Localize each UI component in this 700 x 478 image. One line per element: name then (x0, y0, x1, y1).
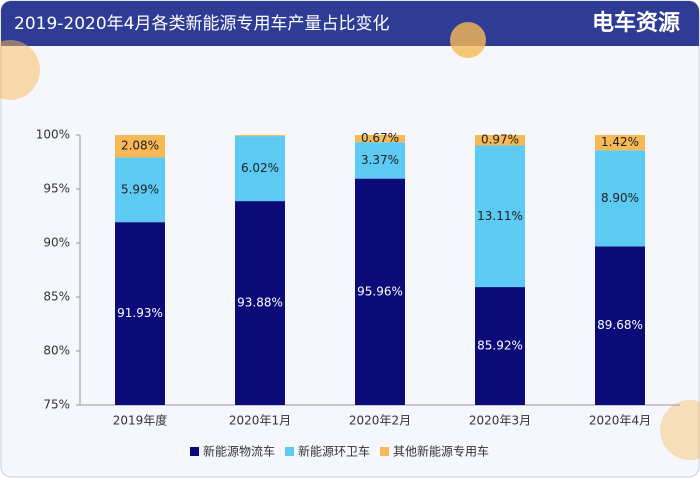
bar-segment (595, 150, 645, 247)
legend-swatch (285, 447, 295, 456)
data-label: 85.92% (477, 339, 523, 353)
legend-label: 其他新能源专用车 (393, 444, 489, 459)
chart-title: 2019-2020年4月各类新能源专用车产量占比变化 (14, 14, 389, 34)
data-label: 0.67% (361, 131, 399, 145)
data-label: 3.37% (361, 153, 399, 167)
legend-label: 新能源物流车 (203, 444, 275, 459)
data-label: 2.08% (121, 139, 159, 153)
bar-segment (115, 135, 165, 158)
data-label: 8.90% (601, 191, 639, 205)
y-tick-label: 90% (43, 236, 70, 250)
bar-segment (235, 136, 285, 202)
bar-segment (115, 222, 165, 405)
legend-label: 新能源环卫车 (298, 444, 370, 459)
data-label: 6.02% (241, 161, 279, 175)
x-tick-label: 2020年2月 (349, 414, 411, 428)
bar-segment (235, 135, 285, 137)
header-band (1, 1, 699, 46)
x-tick-label: 2020年4月 (589, 414, 651, 428)
decor (0, 40, 40, 100)
data-label: 93.88% (237, 296, 283, 310)
bar-segment (595, 135, 645, 151)
bar-segment (475, 287, 525, 405)
y-tick-label: 95% (43, 182, 70, 196)
data-label: 89.68% (597, 318, 643, 332)
bar-segment (475, 135, 525, 146)
y-tick-label: 100% (36, 128, 70, 142)
y-tick-label: 80% (43, 344, 70, 358)
legend-swatch (380, 447, 390, 456)
bar-segment (355, 178, 405, 405)
bar-segment (115, 157, 165, 223)
x-tick-label: 2020年3月 (469, 414, 531, 428)
data-label: 0.97% (481, 133, 519, 147)
bar-segment (235, 201, 285, 405)
legend-swatch (190, 447, 199, 456)
data-label: 5.99% (121, 182, 159, 196)
decor (450, 22, 486, 58)
data-label: 95.96% (357, 284, 403, 298)
bar-segment (355, 142, 405, 179)
data-label: 91.93% (117, 306, 163, 320)
brand-logo: 电车资源 (592, 10, 680, 36)
x-tick-label: 2019年度 (113, 413, 168, 428)
data-label: 13.11% (477, 209, 523, 223)
bar-segment (595, 246, 645, 405)
data-label: 1.42% (601, 135, 639, 149)
bar-segment (475, 145, 525, 288)
decor (660, 400, 700, 460)
x-tick-label: 2020年1月 (229, 414, 291, 428)
y-tick-label: 75% (43, 398, 70, 412)
bar-segment (355, 135, 405, 143)
y-tick-label: 85% (43, 290, 70, 304)
